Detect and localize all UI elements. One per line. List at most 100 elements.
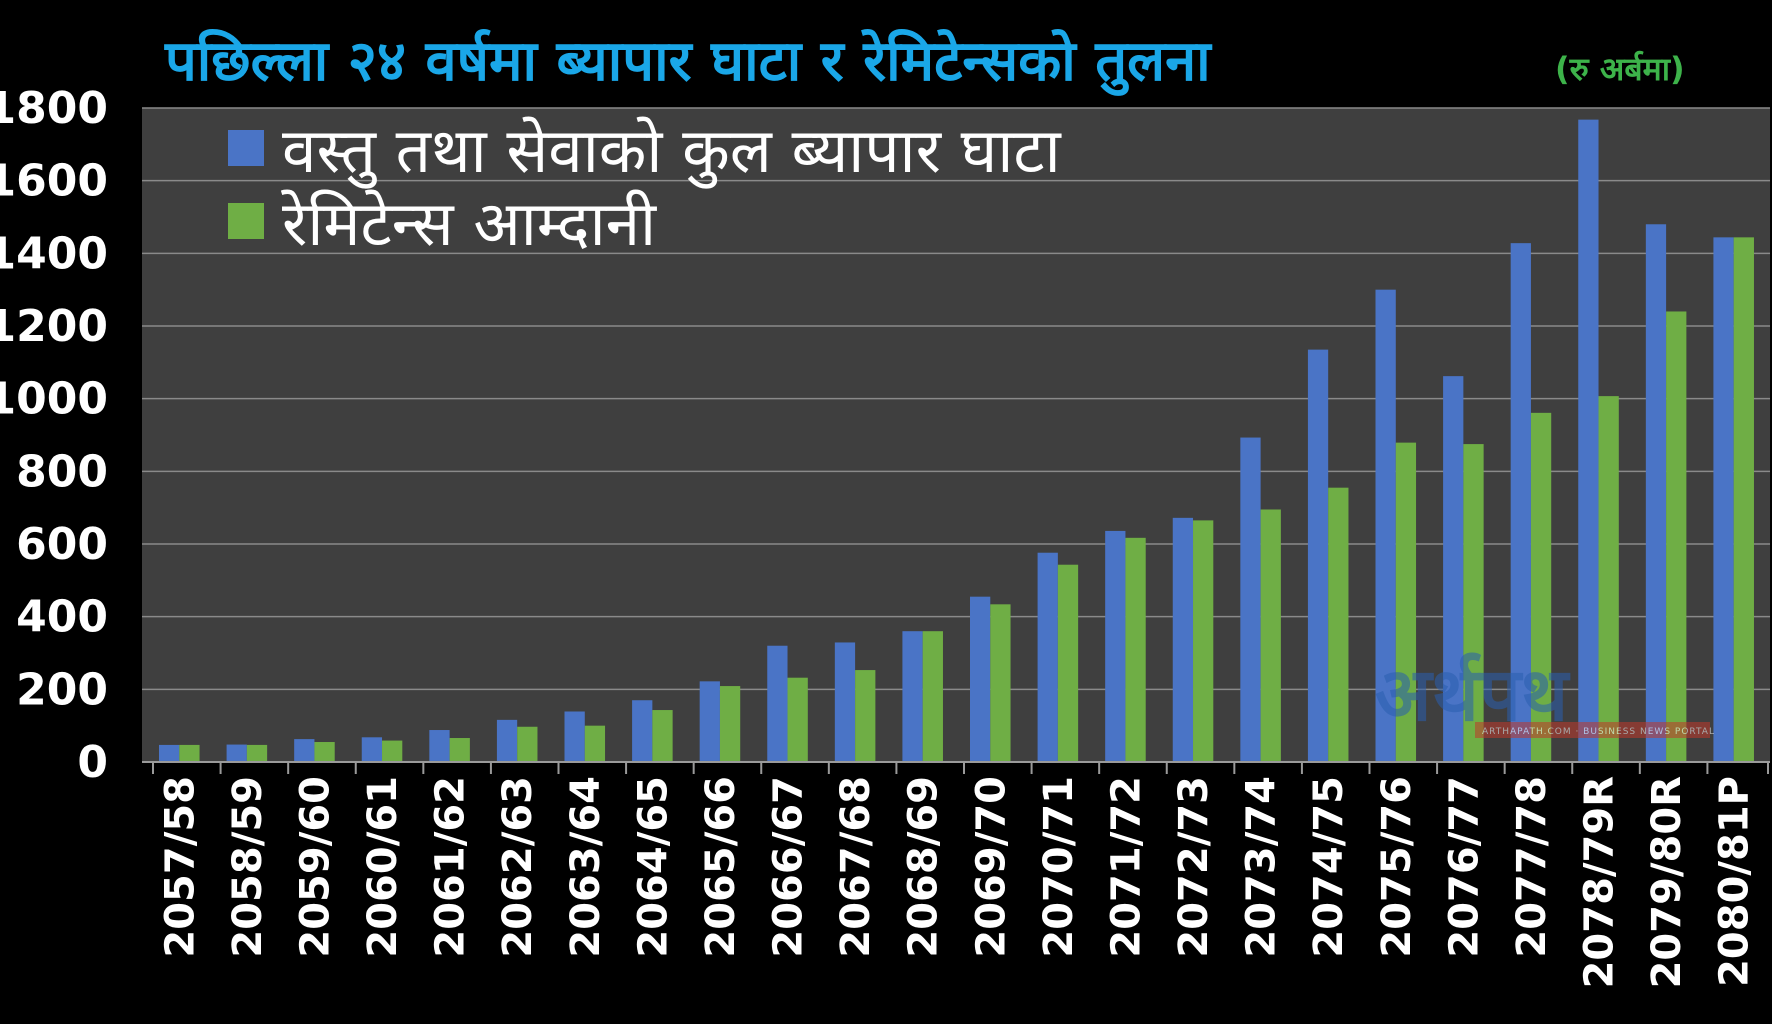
bar-remittance-2079/80R — [1666, 311, 1687, 762]
bar-remittance-2064/65 — [652, 710, 673, 762]
x-tick-label: 2062/63 — [495, 776, 541, 958]
x-tick-label: 2076/77 — [1441, 776, 1487, 958]
bar-remittance-2069/70 — [990, 604, 1011, 762]
y-tick-label: 800 — [16, 446, 108, 497]
y-tick-label: 200 — [16, 664, 108, 715]
x-tick-label: 2064/65 — [630, 776, 676, 958]
watermark-logo: अर्थपथ ARTHAPATH.COM · BUSINESS NEWS POR… — [1375, 652, 1715, 738]
x-tick-label: 2069/70 — [968, 776, 1014, 958]
bar-trade-deficit-2073/74 — [1240, 437, 1261, 762]
x-tick-label: 2059/60 — [292, 776, 338, 958]
x-tick-label: 2061/62 — [428, 776, 474, 958]
x-tick-label: 2080/81P — [1712, 776, 1758, 987]
legend: वस्तु तथा सेवाको कुल ब्यापार घाटा रेमिटे… — [228, 114, 1062, 260]
bar-trade-deficit-2063/64 — [564, 711, 585, 762]
x-tick-label: 2079/80R — [1644, 776, 1690, 988]
x-tick-label: 2065/66 — [698, 776, 744, 958]
bar-remittance-2063/64 — [584, 725, 606, 762]
bar-trade-deficit-2077/78 — [1510, 243, 1531, 762]
y-tick-label: 400 — [16, 592, 108, 643]
y-tick-label: 600 — [16, 519, 108, 570]
y-tick-label: 1600 — [0, 156, 108, 207]
x-tick-label: 2057/58 — [157, 776, 203, 958]
x-tick-label: 2068/69 — [901, 776, 947, 958]
bar-trade-deficit-2065/66 — [699, 681, 720, 762]
bar-trade-deficit-2061/62 — [429, 730, 450, 762]
bar-trade-deficit-2074/75 — [1307, 349, 1329, 762]
x-tick-label: 2070/71 — [1036, 776, 1082, 958]
bar-trade-deficit-2062/63 — [496, 719, 518, 762]
bar-remittance-2074/75 — [1328, 487, 1349, 762]
bar-trade-deficit-2066/67 — [767, 645, 788, 762]
plot-area — [142, 108, 1770, 762]
bar-trade-deficit-2075/76 — [1375, 289, 1396, 762]
x-tick-label: 2077/78 — [1509, 776, 1555, 958]
watermark-subtext: ARTHAPATH.COM · BUSINESS NEWS PORTAL — [1482, 727, 1715, 737]
x-tick-label: 2071/72 — [1103, 776, 1149, 958]
x-tick-label: 2078/79R — [1577, 776, 1623, 988]
bar-remittance-2072/73 — [1193, 520, 1214, 762]
x-tick-label: 2072/73 — [1171, 776, 1217, 958]
watermark-band — [1475, 722, 1710, 738]
bar-remittance-2071/72 — [1125, 537, 1146, 762]
bar-remittance-2058/59 — [246, 744, 268, 762]
bar-remittance-2057/58 — [179, 744, 200, 762]
bar-trade-deficit-2060/61 — [361, 737, 383, 762]
y-tick-label: 1200 — [0, 301, 108, 352]
bar-remittance-2073/74 — [1260, 509, 1281, 762]
x-axis-ticks: 2057/58 2058/59 2059/60 2060/61 2061/62 2062/… — [157, 776, 1757, 988]
bar-trade-deficit-2071/72 — [1105, 530, 1126, 762]
bar-trade-deficit-2080/81P — [1713, 237, 1734, 762]
chart-unit-label: (रु अर्बमा) — [1555, 50, 1685, 88]
y-tick-label: 0 — [77, 737, 108, 788]
legend-label-remittance: रेमिटेन्स आम्दानी — [281, 187, 657, 260]
bar-trade-deficit-2068/69 — [902, 631, 923, 762]
legend-swatch-trade-deficit — [228, 130, 264, 166]
bar-trade-deficit-2057/58 — [159, 744, 180, 762]
x-tick-label: 2063/64 — [563, 776, 609, 958]
bar-trade-deficit-2058/59 — [226, 744, 247, 762]
bar-trade-deficit-2064/65 — [632, 700, 653, 762]
bar-remittance-2076/77 — [1463, 444, 1484, 762]
x-tick-label: 2073/74 — [1239, 776, 1285, 958]
axes — [142, 761, 1770, 774]
y-tick-label: 1400 — [0, 228, 108, 279]
x-tick-label: 2075/76 — [1374, 776, 1420, 958]
bar-remittance-2077/78 — [1530, 412, 1552, 762]
bars — [159, 119, 1754, 763]
gridlines — [142, 107, 1770, 691]
legend-swatch-remittance — [228, 203, 264, 239]
bar-remittance-2075/76 — [1395, 442, 1417, 762]
x-tick-label: 2067/68 — [833, 776, 879, 958]
bar-trade-deficit-2078/79R — [1578, 119, 1599, 763]
bar-trade-deficit-2072/73 — [1172, 517, 1194, 762]
x-tick-label: 2060/61 — [360, 776, 406, 958]
bar-remittance-2070/71 — [1057, 564, 1079, 762]
bar-remittance-2060/61 — [382, 740, 403, 762]
x-tick-label: 2074/75 — [1306, 776, 1352, 958]
bar-remittance-2080/81P — [1733, 237, 1754, 762]
y-tick-label: 1800 — [0, 83, 108, 134]
y-axis-ticks: 0 200 400 600 800 1000 1200 1400 1600 1800 — [0, 83, 108, 788]
x-tick-label: 2058/59 — [225, 776, 271, 958]
bar-remittance-2078/79R — [1598, 396, 1619, 762]
bar-remittance-2059/60 — [314, 742, 335, 762]
bar-trade-deficit-2070/71 — [1037, 552, 1058, 762]
bar-trade-deficit-2059/60 — [294, 739, 315, 762]
legend-label-trade-deficit: वस्तु तथा सेवाको कुल ब्यापार घाटा — [282, 114, 1062, 189]
x-tick-label: 2066/67 — [766, 776, 812, 958]
bar-trade-deficit-2067/68 — [834, 642, 856, 762]
bar-remittance-2067/68 — [855, 670, 876, 762]
chart-title: पछिल्ला २४ वर्षमा ब्यापार घाटा र रेमिटेन… — [164, 28, 1213, 96]
bar-remittance-2062/63 — [517, 726, 538, 762]
bar-trade-deficit-2069/70 — [970, 596, 991, 762]
bar-remittance-2066/67 — [787, 677, 808, 762]
bar-trade-deficit-2076/77 — [1443, 376, 1464, 762]
y-tick-label: 1000 — [0, 374, 108, 425]
bar-remittance-2065/66 — [719, 686, 741, 762]
bar-trade-deficit-2079/80R — [1645, 224, 1667, 762]
bar-remittance-2061/62 — [449, 738, 470, 762]
bar-remittance-2068/69 — [922, 631, 943, 762]
